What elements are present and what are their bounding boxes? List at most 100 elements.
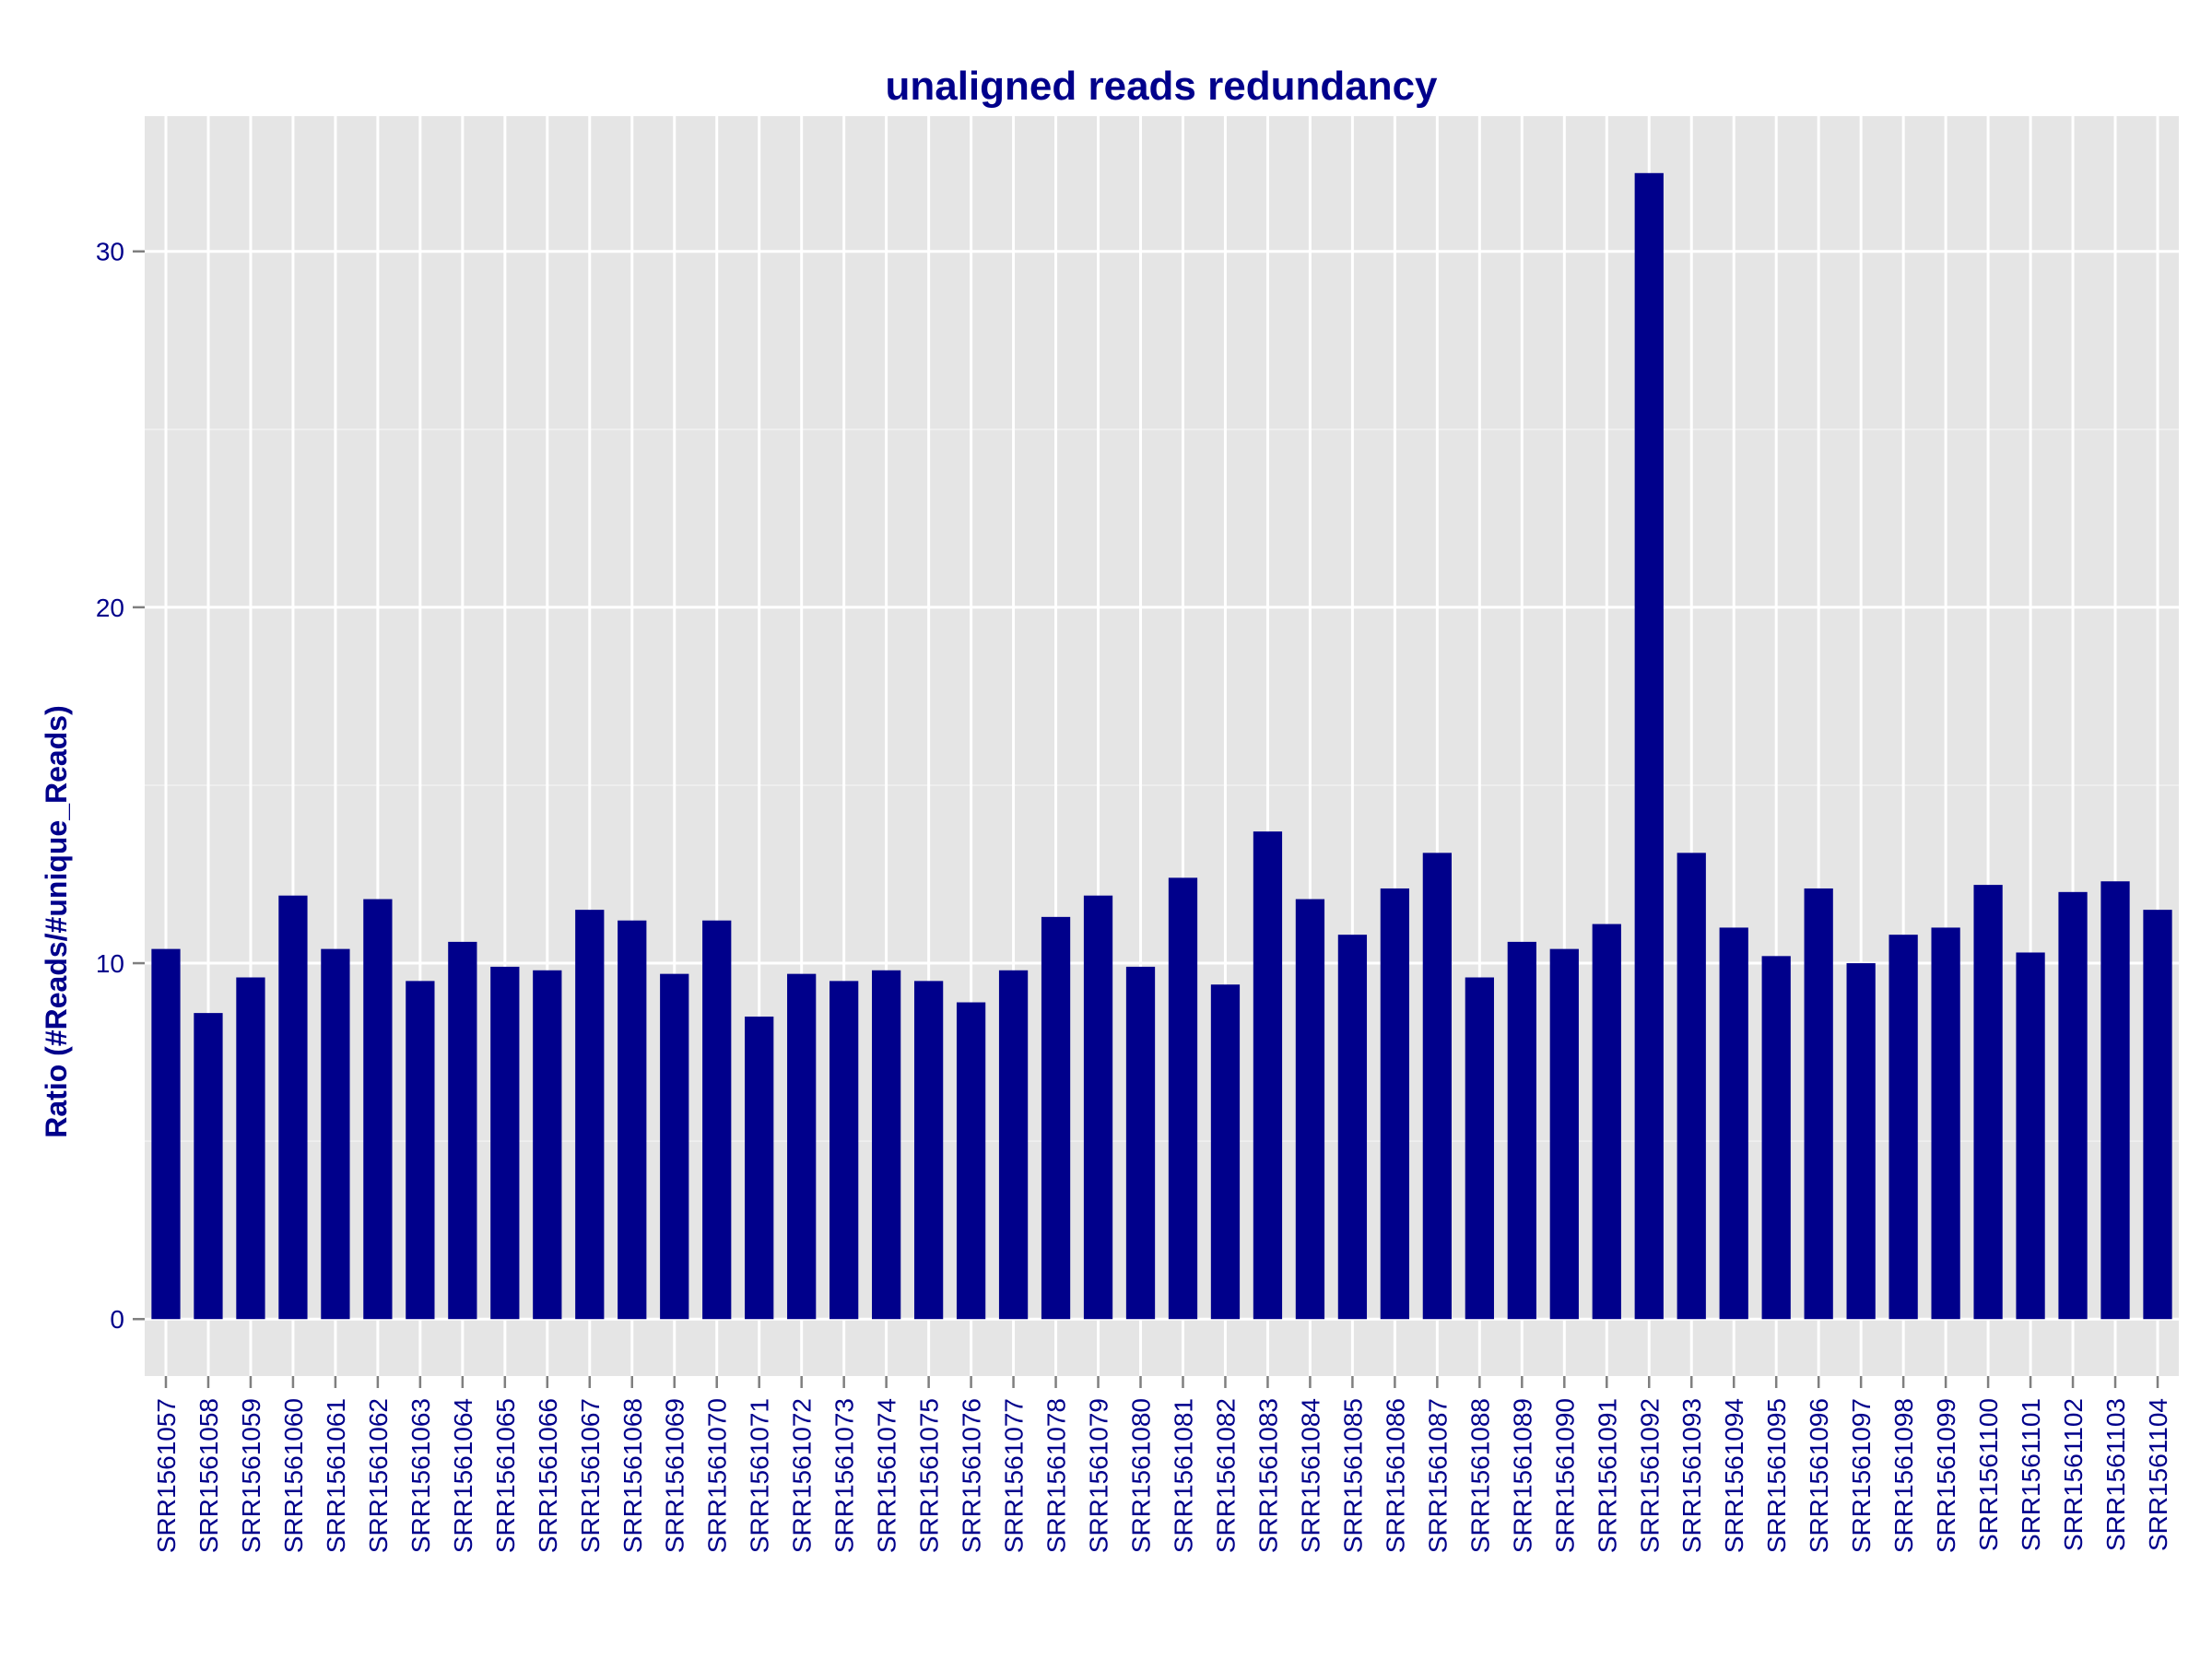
x-tick-label: SRR1561090	[1550, 1398, 1579, 1553]
x-tick-label: SRR1561089	[1508, 1398, 1536, 1553]
bar-SRR1561073	[830, 981, 859, 1320]
bar-SRR1561081	[1168, 877, 1198, 1320]
bar-SRR1561069	[660, 973, 689, 1320]
x-tick-label: SRR1561076	[958, 1398, 986, 1553]
x-axis: SRR1561057 SRR1561058 SRR1561059 SRR1561060…	[152, 1376, 2172, 1553]
bar-SRR1561067	[575, 910, 605, 1320]
x-tick-label: SRR1561084	[1296, 1398, 1324, 1553]
x-tick-label: SRR1561099	[1932, 1398, 1960, 1553]
x-tick-label: SRR1561093	[1677, 1398, 1706, 1553]
x-tick-label: SRR1561065	[491, 1398, 520, 1553]
x-tick-label: SRR1561070	[703, 1398, 732, 1553]
y-tick-label: 0	[110, 1305, 124, 1334]
bar-SRR1561098	[1888, 935, 1918, 1320]
bar-SRR1561061	[321, 948, 350, 1320]
bar-SRR1561089	[1507, 941, 1536, 1320]
x-tick-label: SRR1561088	[1465, 1398, 1494, 1553]
x-tick-label: SRR1561104	[2144, 1398, 2172, 1551]
chart-title: unaligned reads redundancy	[885, 64, 1438, 109]
bar-SRR1561065	[490, 966, 520, 1320]
x-tick-label: SRR1561083	[1253, 1398, 1282, 1553]
bar-SRR1561072	[787, 973, 817, 1320]
x-tick-label: SRR1561069	[661, 1398, 689, 1553]
bar-SRR1561087	[1422, 853, 1452, 1320]
x-tick-label: SRR1561061	[322, 1398, 350, 1553]
x-tick-label: SRR1561078	[1042, 1398, 1071, 1553]
y-axis: 0 10 20 30	[96, 238, 145, 1334]
x-tick-label: SRR1561085	[1338, 1398, 1367, 1553]
bar-SRR1561104	[2143, 910, 2172, 1320]
bar-SRR1561077	[998, 970, 1029, 1320]
bar-SRR1561078	[1041, 916, 1071, 1320]
x-tick-label: SRR1561094	[1720, 1398, 1748, 1553]
bar-SRR1561063	[406, 981, 435, 1320]
bar-SRR1561100	[1973, 885, 2003, 1320]
bar-SRR1561068	[618, 920, 647, 1320]
y-axis-label: Ratio (#Reads/#unique_Reads)	[40, 705, 73, 1137]
bar-SRR1561064	[448, 941, 477, 1320]
bar-SRR1561075	[913, 981, 944, 1320]
x-tick-label: SRR1561073	[830, 1398, 859, 1553]
bar-SRR1561080	[1125, 966, 1156, 1320]
x-tick-label: SRR1561095	[1762, 1398, 1791, 1553]
x-tick-label: SRR1561079	[1085, 1398, 1113, 1553]
bar-SRR1561090	[1549, 948, 1579, 1320]
bar-SRR1561076	[956, 1002, 986, 1320]
x-tick-label: SRR1561082	[1211, 1398, 1240, 1553]
x-tick-label: SRR1561068	[618, 1398, 647, 1553]
bar-SRR1561102	[2058, 891, 2088, 1320]
bar-SRR1561088	[1465, 977, 1494, 1320]
bar-SRR1561084	[1295, 899, 1325, 1320]
bar-SRR1561085	[1337, 935, 1368, 1320]
y-tick-label: 20	[96, 594, 124, 622]
bar-SRR1561099	[1931, 927, 1960, 1320]
bar-SRR1561062	[363, 899, 393, 1320]
x-tick-label: SRR1561058	[194, 1398, 223, 1553]
x-tick-label: SRR1561072	[788, 1398, 817, 1553]
x-tick-label: SRR1561060	[279, 1398, 308, 1553]
bar-SRR1561079	[1083, 895, 1113, 1320]
bar-SRR1561083	[1253, 831, 1283, 1320]
x-tick-label: SRR1561074	[873, 1398, 901, 1553]
bar-SRR1561086	[1380, 888, 1410, 1320]
bar-SRR1561096	[1804, 888, 1833, 1320]
y-tick-label: 10	[96, 949, 124, 978]
x-tick-label: SRR1561067	[576, 1398, 605, 1553]
bar-SRR1561094	[1719, 927, 1748, 1320]
x-tick-label: SRR1561066	[534, 1398, 562, 1553]
bar-SRR1561091	[1592, 924, 1621, 1320]
y-tick-label: 30	[96, 238, 124, 266]
x-tick-label: SRR1561100	[1974, 1398, 2003, 1551]
bar-SRR1561074	[872, 970, 901, 1320]
x-tick-label: SRR1561080	[1127, 1398, 1156, 1553]
bar-SRR1561093	[1677, 853, 1706, 1320]
bars	[151, 172, 2172, 1320]
x-tick-label: SRR1561071	[746, 1398, 774, 1553]
x-tick-label: SRR1561057	[152, 1398, 181, 1553]
x-tick-label: SRR1561063	[406, 1398, 435, 1553]
x-tick-label: SRR1561087	[1423, 1398, 1452, 1553]
x-tick-label: SRR1561101	[2017, 1398, 2045, 1551]
bar-SRR1561071	[745, 1016, 774, 1320]
bar-SRR1561097	[1846, 963, 1876, 1320]
bar-SRR1561059	[236, 977, 265, 1320]
x-tick-label: SRR1561086	[1381, 1398, 1409, 1553]
x-tick-label: SRR1561097	[1847, 1398, 1876, 1553]
bar-SRR1561092	[1634, 172, 1664, 1320]
x-tick-label: SRR1561062	[364, 1398, 393, 1553]
minor-gridlines	[145, 429, 2179, 1142]
bar-SRR1561082	[1210, 984, 1241, 1320]
bar-SRR1561070	[702, 920, 732, 1320]
x-tick-label: SRR1561077	[1000, 1398, 1029, 1553]
x-tick-label: SRR1561102	[2059, 1398, 2088, 1551]
bar-SRR1561058	[194, 1013, 223, 1320]
bar-SRR1561060	[278, 895, 308, 1320]
plot-panel	[145, 116, 2179, 1376]
bar-SRR1561101	[2016, 952, 2045, 1320]
x-tick-label: SRR1561098	[1889, 1398, 1918, 1553]
x-tick-label: SRR1561092	[1635, 1398, 1664, 1553]
x-tick-label: SRR1561091	[1593, 1398, 1621, 1553]
bar-SRR1561066	[533, 970, 562, 1320]
bar-SRR1561103	[2100, 881, 2130, 1320]
